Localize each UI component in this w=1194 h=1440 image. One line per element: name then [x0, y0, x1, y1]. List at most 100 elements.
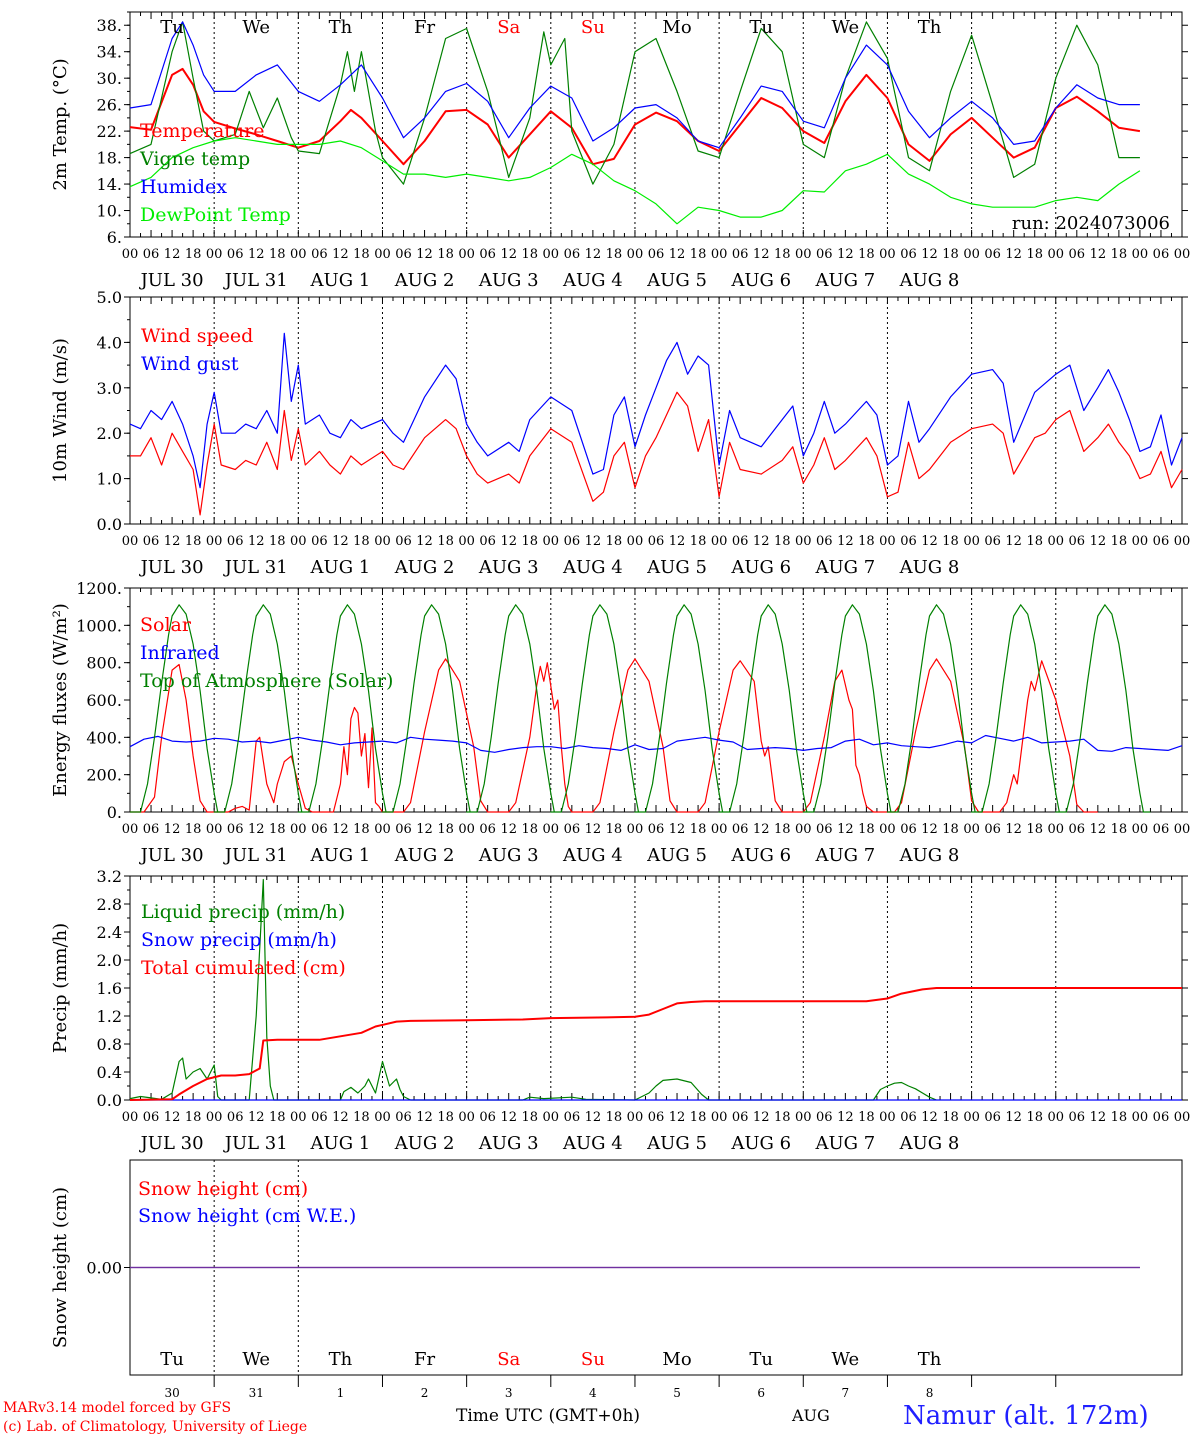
temp-legend-3: DewPoint Temp [140, 204, 291, 226]
wind-hour-label: 00 [879, 534, 896, 549]
wind-legend-0: Wind speed [141, 325, 253, 347]
temp-hour-label: 00 [290, 247, 307, 262]
snow-day-number: 8 [926, 1386, 934, 1400]
flux-hour-label: 18 [1111, 822, 1128, 837]
temp-hour-label: 18 [437, 247, 454, 262]
precip-hour-label: 06 [311, 1110, 328, 1125]
flux-hour-label: 12 [500, 822, 517, 837]
flux-hour-label: 00 [374, 822, 391, 837]
precip-hour-label: 06 [648, 1110, 665, 1125]
flux-hour-label: 18 [774, 822, 791, 837]
flux-hour-label: 12 [585, 822, 602, 837]
precip-date-label: AUG 7 [814, 1133, 875, 1154]
flux-legend-2: Top of Atmosphere (Solar) [140, 670, 393, 692]
temp-hour-label: 12 [416, 247, 433, 262]
wind-hour-label: 12 [1090, 534, 1107, 549]
flux-hour-label: 00 [795, 822, 812, 837]
flux-y-tick-label: 400. [86, 728, 122, 747]
flux-hour-label: 06 [143, 822, 160, 837]
wind-y-tick-label: 1.0 [97, 470, 122, 489]
snow-day-number: 5 [673, 1386, 681, 1400]
flux-hour-label: 00 [290, 822, 307, 837]
precip-y-tick-label: 0.8 [97, 1035, 122, 1054]
flux-hour-label: 12 [332, 822, 349, 837]
precip-hour-label: 06 [143, 1110, 160, 1125]
flux-hour-label: 12 [1090, 822, 1107, 837]
temp-y-tick-label: 14. [97, 175, 122, 194]
wind-hour-label: 18 [521, 534, 538, 549]
wind-hour-label: 18 [185, 534, 202, 549]
flux-hour-label: 00 [543, 822, 560, 837]
precip-hour-label: 18 [521, 1110, 538, 1125]
wind-date-label: AUG 3 [478, 557, 539, 578]
wind-hour-label: 00 [1132, 534, 1149, 549]
flux-y-axis-label: Energy fluxes (W/m²) [50, 603, 71, 797]
temp-hour-label: 00 [122, 247, 139, 262]
temp-legend-1: Vigne temp [139, 148, 250, 170]
precip-hour-label: 12 [669, 1110, 686, 1125]
precip-hour-label: 18 [353, 1110, 370, 1125]
snow-day-number: 6 [757, 1386, 765, 1400]
precip-hour-label: 06 [900, 1110, 917, 1125]
temp-hour-label: 00 [1132, 247, 1149, 262]
temp-hour-label: 12 [837, 247, 854, 262]
precip-hour-label: 00 [122, 1110, 139, 1125]
temp-series-1 [129, 21, 1140, 185]
temp-hour-label: 12 [1090, 247, 1107, 262]
flux-y-tick-label: 1200. [76, 579, 122, 598]
flux-hour-label: 18 [521, 822, 538, 837]
temp-day-name: Sa [497, 17, 520, 38]
temp-y-tick-label: 34. [97, 43, 122, 62]
temp-hour-label: 06 [395, 247, 412, 262]
wind-hour-label: 00 [543, 534, 560, 549]
flux-hour-label: 00 [458, 822, 475, 837]
precip-hour-label: 00 [1174, 1110, 1191, 1125]
precip-hour-label: 06 [395, 1110, 412, 1125]
precip-y-tick-label: 0.0 [97, 1091, 122, 1110]
flux-legend-1: Infrared [140, 642, 220, 664]
wind-hour-label: 00 [1047, 534, 1064, 549]
wind-hour-label: 12 [753, 534, 770, 549]
temp-hour-label: 06 [1153, 247, 1170, 262]
flux-date-label: AUG 4 [562, 845, 623, 866]
flux-hour-label: 06 [227, 822, 244, 837]
flux-hour-label: 00 [627, 822, 644, 837]
flux-hour-label: 06 [564, 822, 581, 837]
temp-day-name: We [242, 17, 270, 38]
precip-hour-label: 12 [1090, 1110, 1107, 1125]
snow-legend-0: Snow height (cm) [138, 1178, 308, 1200]
precip-hour-label: 12 [332, 1110, 349, 1125]
precip-y-tick-label: 1.6 [97, 979, 122, 998]
wind-hour-label: 18 [1111, 534, 1128, 549]
temp-hour-label: 18 [1026, 247, 1043, 262]
wind-hour-label: 00 [458, 534, 475, 549]
flux-hour-label: 18 [606, 822, 623, 837]
flux-date-label: AUG 5 [646, 845, 707, 866]
temp-hour-label: 18 [690, 247, 707, 262]
flux-y-tick-label: 0. [107, 803, 122, 822]
snow-day-name: We [832, 1349, 860, 1370]
precip-hour-label: 18 [1026, 1110, 1043, 1125]
wind-hour-label: 06 [143, 534, 160, 549]
precip-hour-label: 00 [458, 1110, 475, 1125]
precip-y-tick-label: 2.4 [97, 923, 122, 942]
wind-hour-label: 12 [837, 534, 854, 549]
precip-y-tick-label: 0.4 [97, 1063, 122, 1082]
snow-y-tick-label: 0.00 [86, 1259, 122, 1278]
precip-hour-label: 18 [858, 1110, 875, 1125]
snow-day-number: 30 [164, 1386, 179, 1400]
flux-hour-label: 12 [416, 822, 433, 837]
wind-hour-label: 12 [248, 534, 265, 549]
temp-hour-label: 12 [753, 247, 770, 262]
wind-hour-label: 06 [1069, 534, 1086, 549]
wind-hour-label: 06 [1153, 534, 1170, 549]
flux-y-tick-label: 200. [86, 766, 122, 785]
precip-hour-label: 06 [564, 1110, 581, 1125]
flux-hour-label: 18 [942, 822, 959, 837]
wind-hour-label: 06 [564, 534, 581, 549]
precip-hour-label: 06 [1153, 1110, 1170, 1125]
precip-hour-label: 12 [500, 1110, 517, 1125]
temp-hour-label: 12 [164, 247, 181, 262]
flux-hour-label: 06 [395, 822, 412, 837]
snow-day-name: Tu [749, 1349, 773, 1370]
